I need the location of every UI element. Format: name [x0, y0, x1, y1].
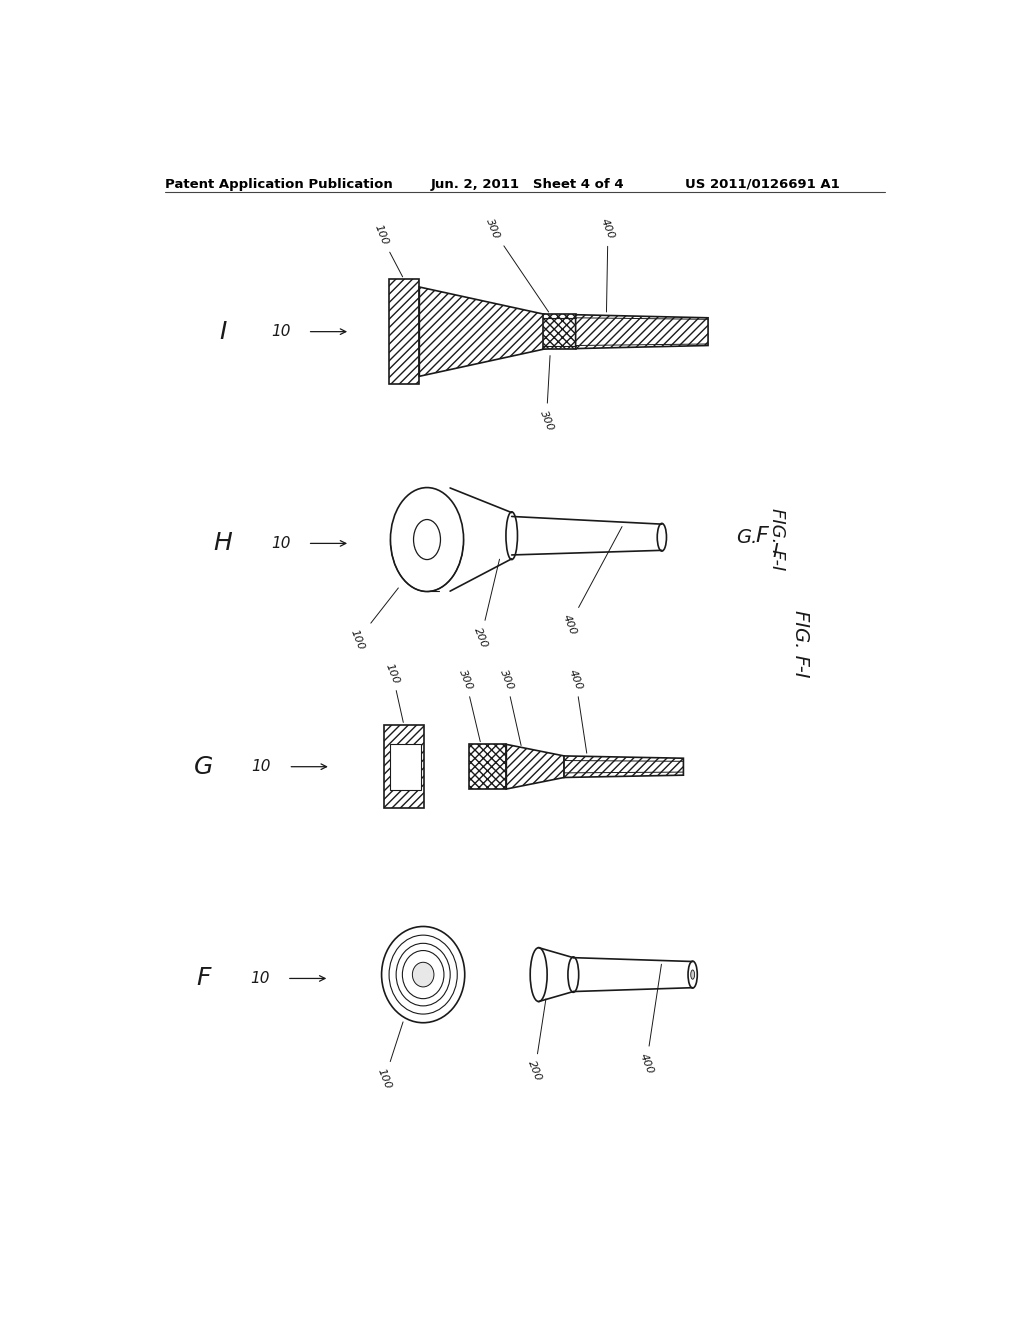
Text: G.: G. [736, 528, 757, 546]
Polygon shape [388, 280, 419, 384]
Ellipse shape [382, 927, 465, 1023]
Text: 10: 10 [252, 759, 271, 775]
Text: 200: 200 [526, 999, 546, 1082]
Text: 400: 400 [599, 218, 616, 312]
Text: 300: 300 [498, 668, 521, 746]
Ellipse shape [657, 523, 667, 552]
Text: 400: 400 [561, 527, 622, 636]
Ellipse shape [413, 962, 434, 987]
Ellipse shape [688, 961, 697, 989]
Text: 300: 300 [457, 668, 480, 742]
Text: 400: 400 [567, 668, 587, 754]
Text: 200: 200 [472, 560, 500, 649]
Polygon shape [543, 314, 575, 348]
Text: 10: 10 [271, 536, 291, 550]
Text: FIG. F-I: FIG. F-I [791, 610, 810, 677]
Text: 100: 100 [372, 223, 402, 277]
Text: Jun. 2, 2011   Sheet 4 of 4: Jun. 2, 2011 Sheet 4 of 4 [431, 178, 625, 190]
Text: 300: 300 [483, 218, 549, 312]
Ellipse shape [506, 512, 517, 560]
Text: 400: 400 [638, 964, 662, 1076]
Text: 300: 300 [538, 355, 555, 432]
Text: 100: 100 [349, 587, 398, 652]
Ellipse shape [530, 948, 547, 1002]
Text: FIG. F-I: FIG. F-I [768, 508, 786, 570]
Ellipse shape [691, 970, 694, 979]
Text: 10: 10 [271, 325, 291, 339]
Text: US 2011/0126691 A1: US 2011/0126691 A1 [685, 178, 840, 190]
Ellipse shape [390, 487, 464, 591]
Polygon shape [469, 744, 506, 789]
Polygon shape [575, 314, 708, 348]
Polygon shape [390, 743, 421, 789]
Text: I: I [773, 541, 778, 561]
Text: H: H [214, 532, 232, 556]
Text: G: G [194, 755, 213, 779]
Ellipse shape [568, 957, 579, 993]
Text: F: F [756, 525, 768, 545]
Polygon shape [564, 756, 683, 777]
Text: Patent Application Publication: Patent Application Publication [165, 178, 393, 190]
Polygon shape [384, 725, 424, 808]
Polygon shape [506, 744, 564, 789]
Text: F: F [197, 966, 211, 990]
Polygon shape [419, 286, 547, 376]
Text: I: I [219, 319, 226, 343]
Text: 100: 100 [384, 661, 403, 722]
Text: 100: 100 [376, 1022, 403, 1090]
Text: 10: 10 [250, 972, 269, 986]
